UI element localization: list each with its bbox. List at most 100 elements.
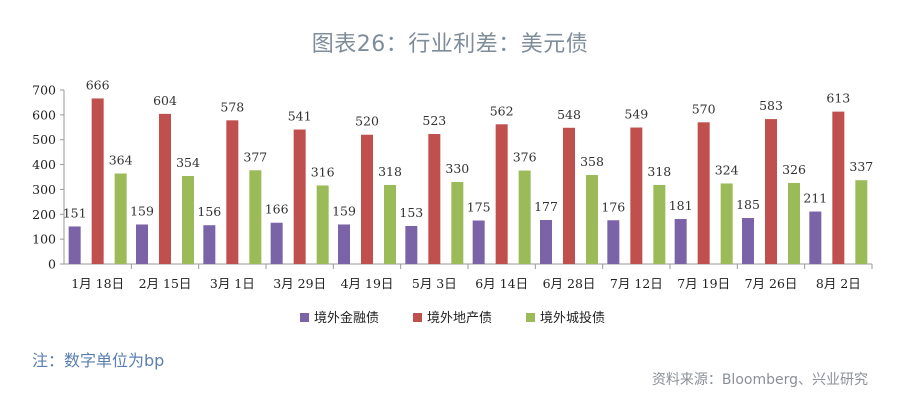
bar [697,122,710,264]
x-tick-label: 7月 12日 [610,276,663,291]
bar [765,119,777,264]
data-label: 156 [197,204,221,219]
legend-swatch [300,313,309,322]
bar [540,220,552,264]
bar [316,185,329,264]
bar [159,113,171,264]
bar [226,120,239,264]
data-label: 318 [647,164,671,179]
data-label: 316 [311,164,335,179]
x-tick-label: 7月 19日 [677,276,730,291]
legend-label: 境外地产债 [427,311,492,326]
bar [361,134,373,264]
x-tick-label: 5月 3日 [412,276,457,291]
data-label: 326 [782,162,806,177]
bar [91,98,104,264]
bar [451,181,464,264]
data-label: 364 [109,153,133,168]
bar [518,170,531,264]
bar [68,226,81,264]
bar [203,225,216,264]
bar [495,124,508,264]
data-label: 185 [736,197,760,212]
x-tick-label: 6月 28日 [543,276,596,291]
data-label: 175 [467,200,491,215]
source-note: 资料来源：Bloomberg、兴业研究 [651,372,868,388]
data-label: 318 [378,164,402,179]
y-tick-label: 0 [48,257,56,272]
data-label: 176 [601,199,625,214]
bar [720,183,733,264]
data-label: 583 [759,98,783,113]
data-label: 548 [557,107,581,122]
x-tick-label: 7月 26日 [745,276,798,291]
y-tick-label: 700 [32,83,56,98]
data-label: 153 [399,205,423,220]
data-label: 666 [86,77,110,92]
bar [788,182,800,264]
data-label: 354 [176,155,200,170]
bar [182,176,194,264]
x-tick-label: 3月 29日 [273,276,326,291]
x-tick-label: 2月 15日 [139,276,192,291]
bar [293,129,306,264]
bar [653,184,666,264]
data-label: 570 [692,101,716,116]
bar [114,173,127,264]
legend-label: 境外城投债 [540,310,605,326]
bar [607,220,620,264]
bar [428,133,441,264]
bar [249,170,262,264]
x-tick-label: 6月 14日 [475,276,528,291]
data-label: 613 [826,91,850,106]
y-tick-label: 200 [32,207,56,222]
data-label: 358 [580,154,604,169]
data-label: 520 [355,114,379,129]
data-label: 523 [422,113,446,128]
legend-label: 境外金融债 [314,310,379,326]
bar [832,111,845,264]
chart-title: 图表26：行业利差：美元债 [311,32,589,57]
data-label: 151 [63,205,87,220]
data-label: 578 [220,99,244,114]
bar [809,211,822,264]
data-label: 562 [490,103,514,118]
y-tick-label: 300 [32,182,56,197]
data-label: 376 [513,150,537,165]
data-label: 604 [153,93,177,108]
x-tick-label: 4月 19日 [341,276,394,291]
x-tick-label: 1月 18日 [71,276,124,291]
y-tick-label: 400 [32,157,56,172]
bar [472,220,485,264]
y-tick-label: 600 [32,107,56,122]
legend-swatch [413,313,422,322]
data-label: 181 [669,198,693,213]
bar [563,127,575,264]
bar [630,127,643,264]
data-label: 159 [130,203,154,218]
bar [742,218,754,264]
data-label: 211 [803,191,827,206]
bar [674,219,687,264]
x-tick-label: 8月 2日 [816,276,861,291]
data-label: 330 [445,161,469,176]
data-label: 166 [265,202,289,217]
legend-swatch [526,313,535,322]
data-label: 177 [534,199,558,214]
bar [136,224,148,264]
data-label: 159 [332,203,356,218]
bar [338,224,350,264]
y-tick-label: 500 [32,132,56,147]
data-label: 549 [624,107,648,122]
bar [855,180,868,264]
bar [384,184,396,264]
x-tick-label: 3月 1日 [210,276,255,291]
data-label: 541 [288,109,312,124]
y-tick-label: 100 [32,232,56,247]
data-label: 377 [243,149,267,164]
unit-note: 注：数字单位为bp [32,351,165,370]
data-label: 337 [849,159,873,174]
bar [586,175,598,264]
data-label: 324 [715,162,739,177]
